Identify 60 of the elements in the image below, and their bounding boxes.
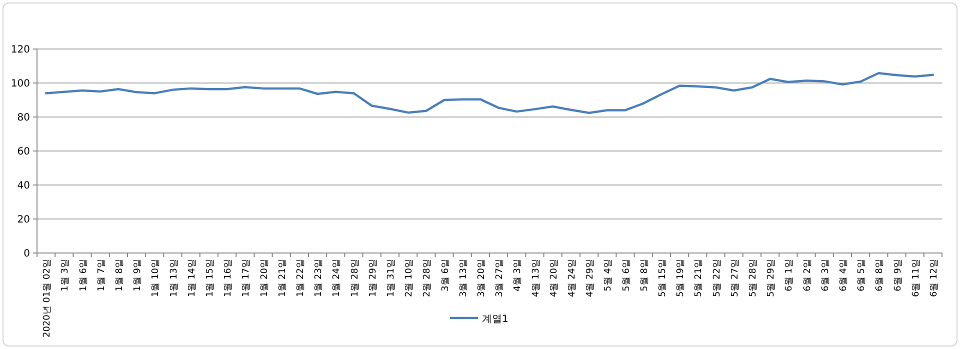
y-tick-label: 20 bbox=[17, 214, 30, 226]
x-tick-label: 1월 31일 bbox=[386, 259, 396, 298]
x-tick-label: 1월 22일 bbox=[296, 259, 306, 298]
x-tick-label: 1월 13일 bbox=[169, 259, 180, 298]
x-tick-label: 6월 8일 bbox=[875, 259, 886, 292]
x-tick-label: 6월 1일 bbox=[784, 259, 795, 292]
x-tick-label: 6월 5일 bbox=[857, 259, 868, 292]
x-tick-label: 5월 15일 bbox=[658, 259, 668, 298]
legend-label: 계열1 bbox=[482, 314, 508, 325]
x-tick-label: 1월 28일 bbox=[350, 259, 360, 298]
x-tick-label: 1월 16일 bbox=[224, 259, 234, 298]
y-tick-label: 120 bbox=[10, 44, 30, 56]
x-tick-label: 1월 20일 bbox=[260, 259, 270, 298]
x-tick-label: 1월 29일 bbox=[368, 259, 378, 298]
x-tick-label: 1월 6일 bbox=[78, 259, 89, 292]
x-tick-label: 5월 28일 bbox=[748, 259, 758, 298]
y-tick-label: 40 bbox=[17, 180, 30, 192]
x-tick-label: 6월 4일 bbox=[838, 259, 849, 292]
x-tick-label: 4월 29일 bbox=[586, 259, 596, 298]
x-tick-label: 6월 2일 bbox=[802, 259, 813, 292]
x-tick-label: 5월 8일 bbox=[640, 259, 650, 292]
x-tick-label: 5월 19일 bbox=[676, 259, 686, 298]
x-tick-label: 4월 3일 bbox=[513, 259, 524, 292]
y-tick-label: 100 bbox=[10, 78, 30, 90]
x-tick-label: 6월 3일 bbox=[820, 259, 831, 292]
x-tick-label: 5월 6일 bbox=[622, 259, 632, 292]
x-tick-label: 3월 6일 bbox=[440, 259, 451, 292]
x-tick-label: 3월 27일 bbox=[495, 259, 506, 298]
x-tick-label: 5월 4일 bbox=[604, 259, 614, 292]
x-tick-label: 1월 15일 bbox=[205, 259, 216, 298]
x-tick-label: 1월 7일 bbox=[96, 259, 107, 292]
x-tick-label: 2월 10일 bbox=[404, 259, 415, 298]
x-tick-label: 5월 22일 bbox=[712, 259, 722, 298]
x-tick-label: 6월 9일 bbox=[893, 259, 904, 292]
x-tick-label: 4월 24일 bbox=[567, 259, 578, 298]
x-tick-label: 1월 14일 bbox=[187, 259, 198, 298]
x-tick-label: 6월 12일 bbox=[929, 259, 940, 298]
x-tick-label: 1월 9일 bbox=[133, 259, 144, 292]
legend: 계열1 bbox=[450, 314, 508, 325]
y-tick-label: 0 bbox=[24, 248, 30, 260]
y-tick-label: 80 bbox=[17, 112, 30, 124]
x-tick-label: 1월 24일 bbox=[332, 259, 342, 298]
x-tick-label: 2020년 01월 02일 bbox=[42, 259, 53, 338]
x-tick-label: 1월 17일 bbox=[242, 259, 252, 298]
x-tick-label: 1월 8일 bbox=[114, 259, 125, 292]
x-tick-label: 3월 20일 bbox=[476, 259, 487, 298]
x-tick-label: 4월 13일 bbox=[531, 259, 542, 298]
x-tick-label: 5월 21일 bbox=[694, 259, 704, 298]
x-tick-label: 1월 3일 bbox=[60, 259, 71, 292]
x-tick-label: 1월 23일 bbox=[314, 259, 324, 298]
x-tick-label: 5월 27일 bbox=[730, 259, 740, 298]
x-tick-label: 5월 29일 bbox=[766, 259, 777, 298]
y-tick-label: 60 bbox=[17, 146, 30, 158]
x-tick-label: 3월 13일 bbox=[458, 259, 469, 298]
x-tick-label: 4월 20일 bbox=[549, 259, 560, 298]
line-series bbox=[44, 72, 934, 114]
x-tick-label: 1월 10일 bbox=[151, 259, 162, 298]
x-tick-label: 2월 28일 bbox=[422, 259, 433, 298]
x-tick-label: 6월 11일 bbox=[911, 259, 922, 298]
x-tick-label: 1월 21일 bbox=[278, 259, 288, 298]
